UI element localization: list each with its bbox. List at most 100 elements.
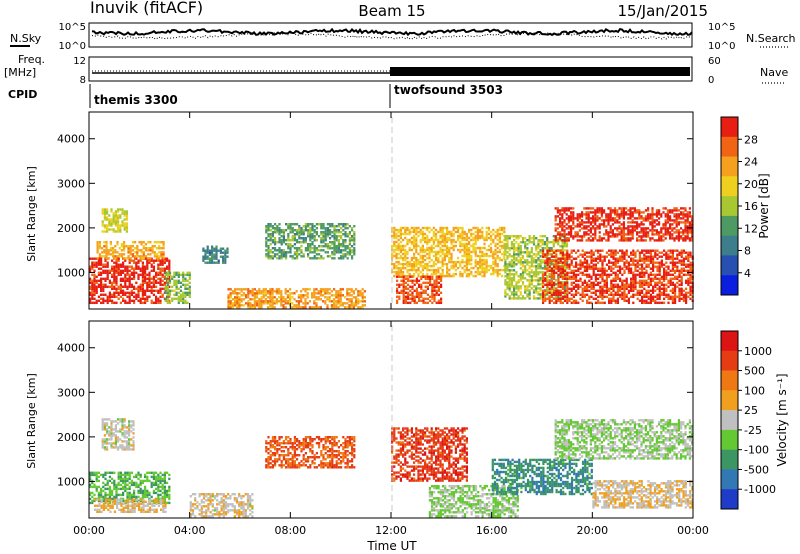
- heatmap-cell: [146, 277, 149, 281]
- heatmap-cell: [612, 271, 615, 275]
- heatmap-cell: [643, 283, 646, 287]
- heatmap-cell: [291, 239, 294, 242]
- heatmap-cell: [267, 257, 270, 260]
- heatmap-cell: [315, 306, 318, 309]
- heatmap-cell: [95, 285, 98, 289]
- heatmap-cell: [577, 301, 580, 305]
- heatmap-cell: [404, 299, 407, 303]
- heatmap-cell: [623, 297, 626, 301]
- heatmap-cell: [524, 245, 527, 248]
- nsearch-label: N.Search: [746, 32, 796, 45]
- heatmap-cell: [481, 260, 484, 264]
- heatmap-cell: [592, 219, 595, 222]
- heatmap-cell: [326, 223, 329, 226]
- heatmap-cell: [535, 265, 538, 268]
- heatmap-cell: [322, 294, 325, 297]
- heatmap-cell: [166, 293, 169, 297]
- heatmap-cell: [184, 291, 187, 295]
- heatmap-cell: [144, 243, 148, 246]
- heatmap-cell: [152, 261, 155, 264]
- heatmap-cell: [188, 287, 191, 291]
- heatmap-cell: [494, 236, 497, 240]
- heatmap-cell: [119, 285, 122, 289]
- heatmap-cell: [236, 302, 239, 305]
- heatmap-cell: [432, 246, 435, 250]
- heatmap-cell: [563, 285, 566, 288]
- heatmap-cell: [100, 297, 103, 301]
- heatmap-cell: [597, 277, 600, 281]
- heatmap-cell: [627, 297, 630, 301]
- heatmap-cell: [506, 247, 509, 250]
- heatmap-cell: [566, 257, 569, 260]
- heatmap-cell: [649, 261, 652, 264]
- heatmap-cell: [311, 251, 314, 254]
- heatmap-cell: [162, 241, 165, 244]
- heatmap-cell: [636, 289, 639, 293]
- heatmap-cell: [89, 293, 92, 297]
- heatmap-cell: [541, 247, 544, 250]
- heatmap-cell: [234, 300, 237, 303]
- heatmap-cell: [91, 263, 94, 266]
- heatmap-cell: [267, 223, 270, 226]
- heatmap-cell: [125, 228, 128, 231]
- heatmap-cell: [561, 261, 564, 264]
- heatmap-cell: [411, 293, 414, 297]
- heatmap-cell: [397, 268, 400, 272]
- heatmap-cell: [300, 237, 303, 240]
- heatmap-cell: [117, 224, 120, 227]
- heatmap-cell: [607, 235, 610, 238]
- heatmap-cell: [621, 279, 624, 283]
- heatmap-cell: [274, 227, 277, 230]
- heatmap-cell: [130, 293, 133, 297]
- heatmap-cell: [428, 240, 431, 244]
- heatmap-cell: [96, 243, 99, 246]
- heatmap-cell: [563, 237, 566, 240]
- heatmap-cell: [561, 215, 564, 218]
- heatmap-cell: [658, 287, 661, 291]
- heatmap-cell: [117, 210, 120, 213]
- heatmap-cell: [532, 279, 536, 282]
- heatmap-cell: [404, 256, 407, 260]
- heatmap-cell: [539, 279, 542, 282]
- heatmap-cell: [300, 306, 303, 309]
- heatmap-cell: [393, 244, 396, 248]
- heatmap-cell: [559, 269, 562, 273]
- heatmap-cell: [115, 295, 118, 299]
- heatmap-cell: [264, 290, 267, 293]
- heatmap-cell: [322, 235, 325, 238]
- heatmap-cell: [555, 299, 558, 303]
- heatmap-cell: [264, 300, 267, 303]
- heatmap-cell: [348, 233, 351, 236]
- heatmap-cell: [553, 291, 556, 295]
- heatmap-cell: [331, 225, 334, 228]
- heatmap-cell: [631, 237, 634, 240]
- heatmap-cell: [112, 214, 115, 217]
- heatmap-cell: [596, 227, 599, 230]
- heatmap-cell: [333, 302, 336, 305]
- heatmap-cell: [432, 250, 435, 254]
- heatmap-cell: [609, 215, 612, 218]
- heatmap-cell: [308, 300, 311, 303]
- heatmap-cell: [498, 240, 501, 244]
- heatmap-cell: [240, 290, 243, 293]
- heatmap-cell: [622, 239, 625, 242]
- heatmap-cell: [106, 265, 109, 268]
- heatmap-cell: [508, 289, 511, 292]
- heatmap-cell: [616, 261, 619, 264]
- heatmap-cell: [504, 269, 507, 272]
- heatmap-cell: [344, 231, 347, 234]
- heatmap-cell: [121, 210, 124, 213]
- heatmap-cell: [238, 302, 241, 305]
- heatmap-cell: [105, 249, 108, 252]
- heatmap-cell: [152, 267, 155, 270]
- heatmap-cell: [298, 247, 301, 250]
- heatmap-cell: [684, 225, 687, 228]
- heatmap-cell: [513, 273, 516, 276]
- heatmap-cell: [295, 304, 298, 307]
- heatmap-cell: [521, 251, 525, 254]
- heatmap-cell: [415, 246, 418, 250]
- heatmap-cell: [479, 248, 482, 252]
- heatmap-cell: [627, 261, 630, 264]
- heatmap-cell: [229, 306, 232, 309]
- heatmap-cell: [585, 211, 588, 214]
